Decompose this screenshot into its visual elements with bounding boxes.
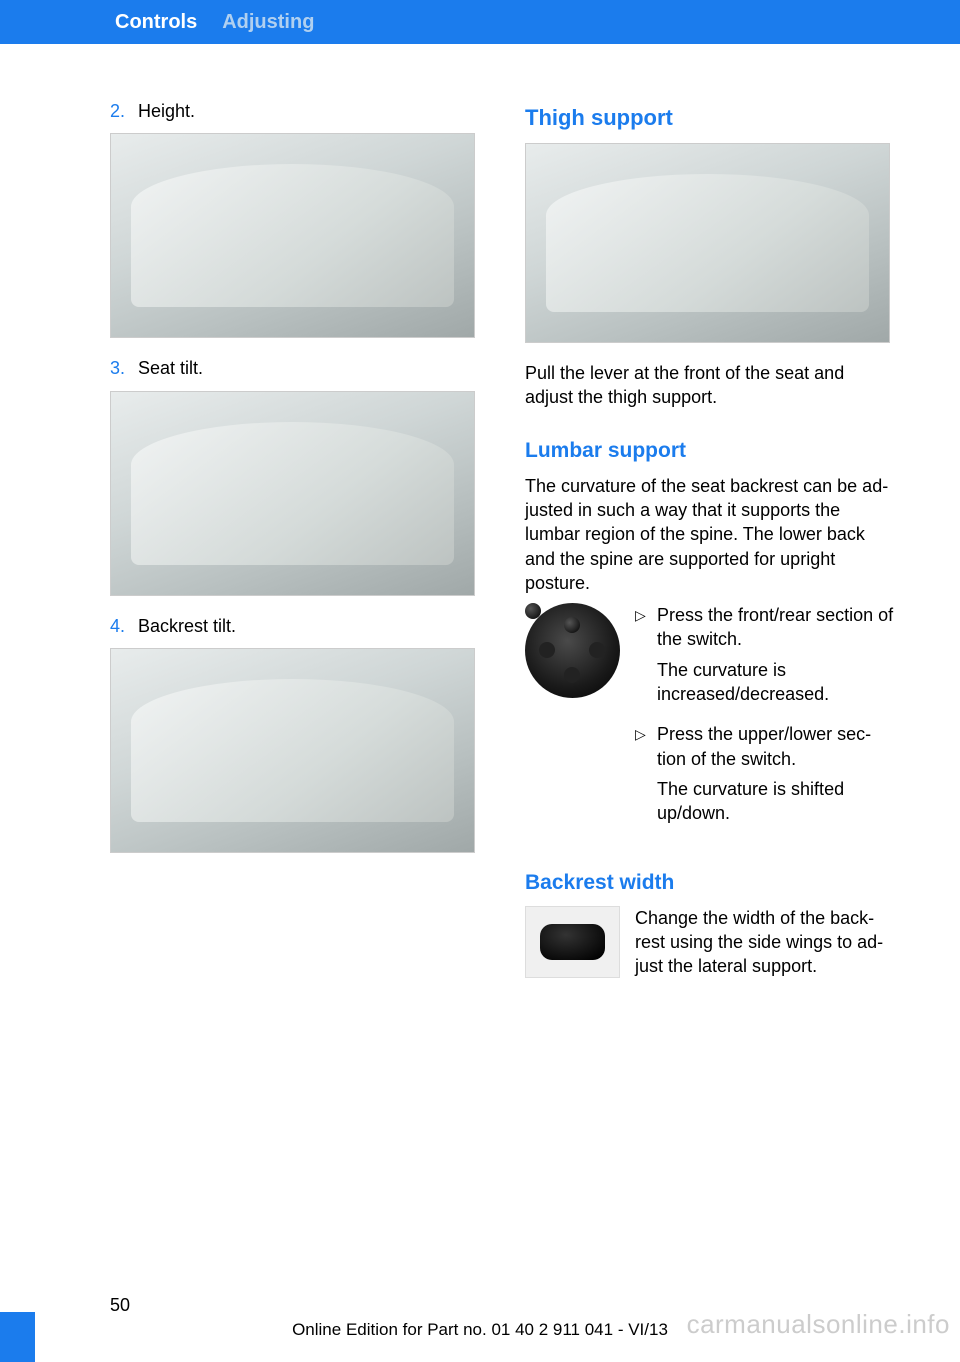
list-number: 3. [110,356,138,380]
list-number: 2. [110,99,138,123]
bullet-line2: The curvature is shifted up/down. [657,777,895,826]
figure-seat-tilt [110,391,475,596]
heading-thigh-support: Thigh support [525,103,895,133]
bullet-item: ▷ Press the upper/lower sec‐tion of the … [635,722,895,835]
footer-edition: Online Edition for Part no. 01 40 2 911 … [0,1319,960,1342]
header-section: Adjusting [222,9,314,36]
bullet-line1: Press the upper/lower sec‐tion of the sw… [657,722,895,771]
para-thigh-support: Pull the lever at the front of the seat … [525,361,895,410]
header-chapter: Controls [115,9,197,36]
list-text: Seat tilt. [138,356,203,380]
left-column: 2. Height. 3. Seat tilt. 4. Backrest til… [110,99,480,979]
lumbar-block: ▷ Press the front/rear section of the sw… [525,603,895,841]
page-content: 2. Height. 3. Seat tilt. 4. Backrest til… [0,44,960,979]
bullet-item: ▷ Press the front/rear section of the sw… [635,603,895,716]
heading-backrest-width: Backrest width [525,869,895,897]
list-item-backrest-tilt: 4. Backrest tilt. [110,614,480,638]
bullet-line1: Press the front/rear section of the swit… [657,603,895,652]
bullet-marker-icon: ▷ [635,722,657,835]
list-item-seat-tilt: 3. Seat tilt. [110,356,480,380]
lumbar-bullet-list: ▷ Press the front/rear section of the sw… [635,603,895,841]
bullet-content: Press the upper/lower sec‐tion of the sw… [657,722,895,835]
figure-thigh-support [525,143,890,343]
heading-lumbar-support: Lumbar support [525,437,895,465]
figure-height [110,133,475,338]
backrest-switch-icon [525,906,620,978]
para-backrest-width: Change the width of the back‐rest using … [635,906,895,979]
lumbar-switch-icon [525,603,620,698]
list-item-height: 2. Height. [110,99,480,123]
figure-backrest-tilt [110,648,475,853]
list-text: Backrest tilt. [138,614,236,638]
backrest-block: Change the width of the back‐rest using … [525,906,895,979]
list-text: Height. [138,99,195,123]
bullet-marker-icon: ▷ [635,603,657,716]
bullet-line2: The curvature is increased/decreased. [657,658,895,707]
para-lumbar-intro: The curvature of the seat backrest can b… [525,474,895,595]
header-bar: Controls Adjusting [0,0,960,44]
list-number: 4. [110,614,138,638]
backrest-text: Change the width of the back‐rest using … [635,906,895,979]
right-column: Thigh support Pull the lever at the fron… [525,99,895,979]
bullet-content: Press the front/rear section of the swit… [657,603,895,716]
page-number: 50 [110,1293,130,1317]
